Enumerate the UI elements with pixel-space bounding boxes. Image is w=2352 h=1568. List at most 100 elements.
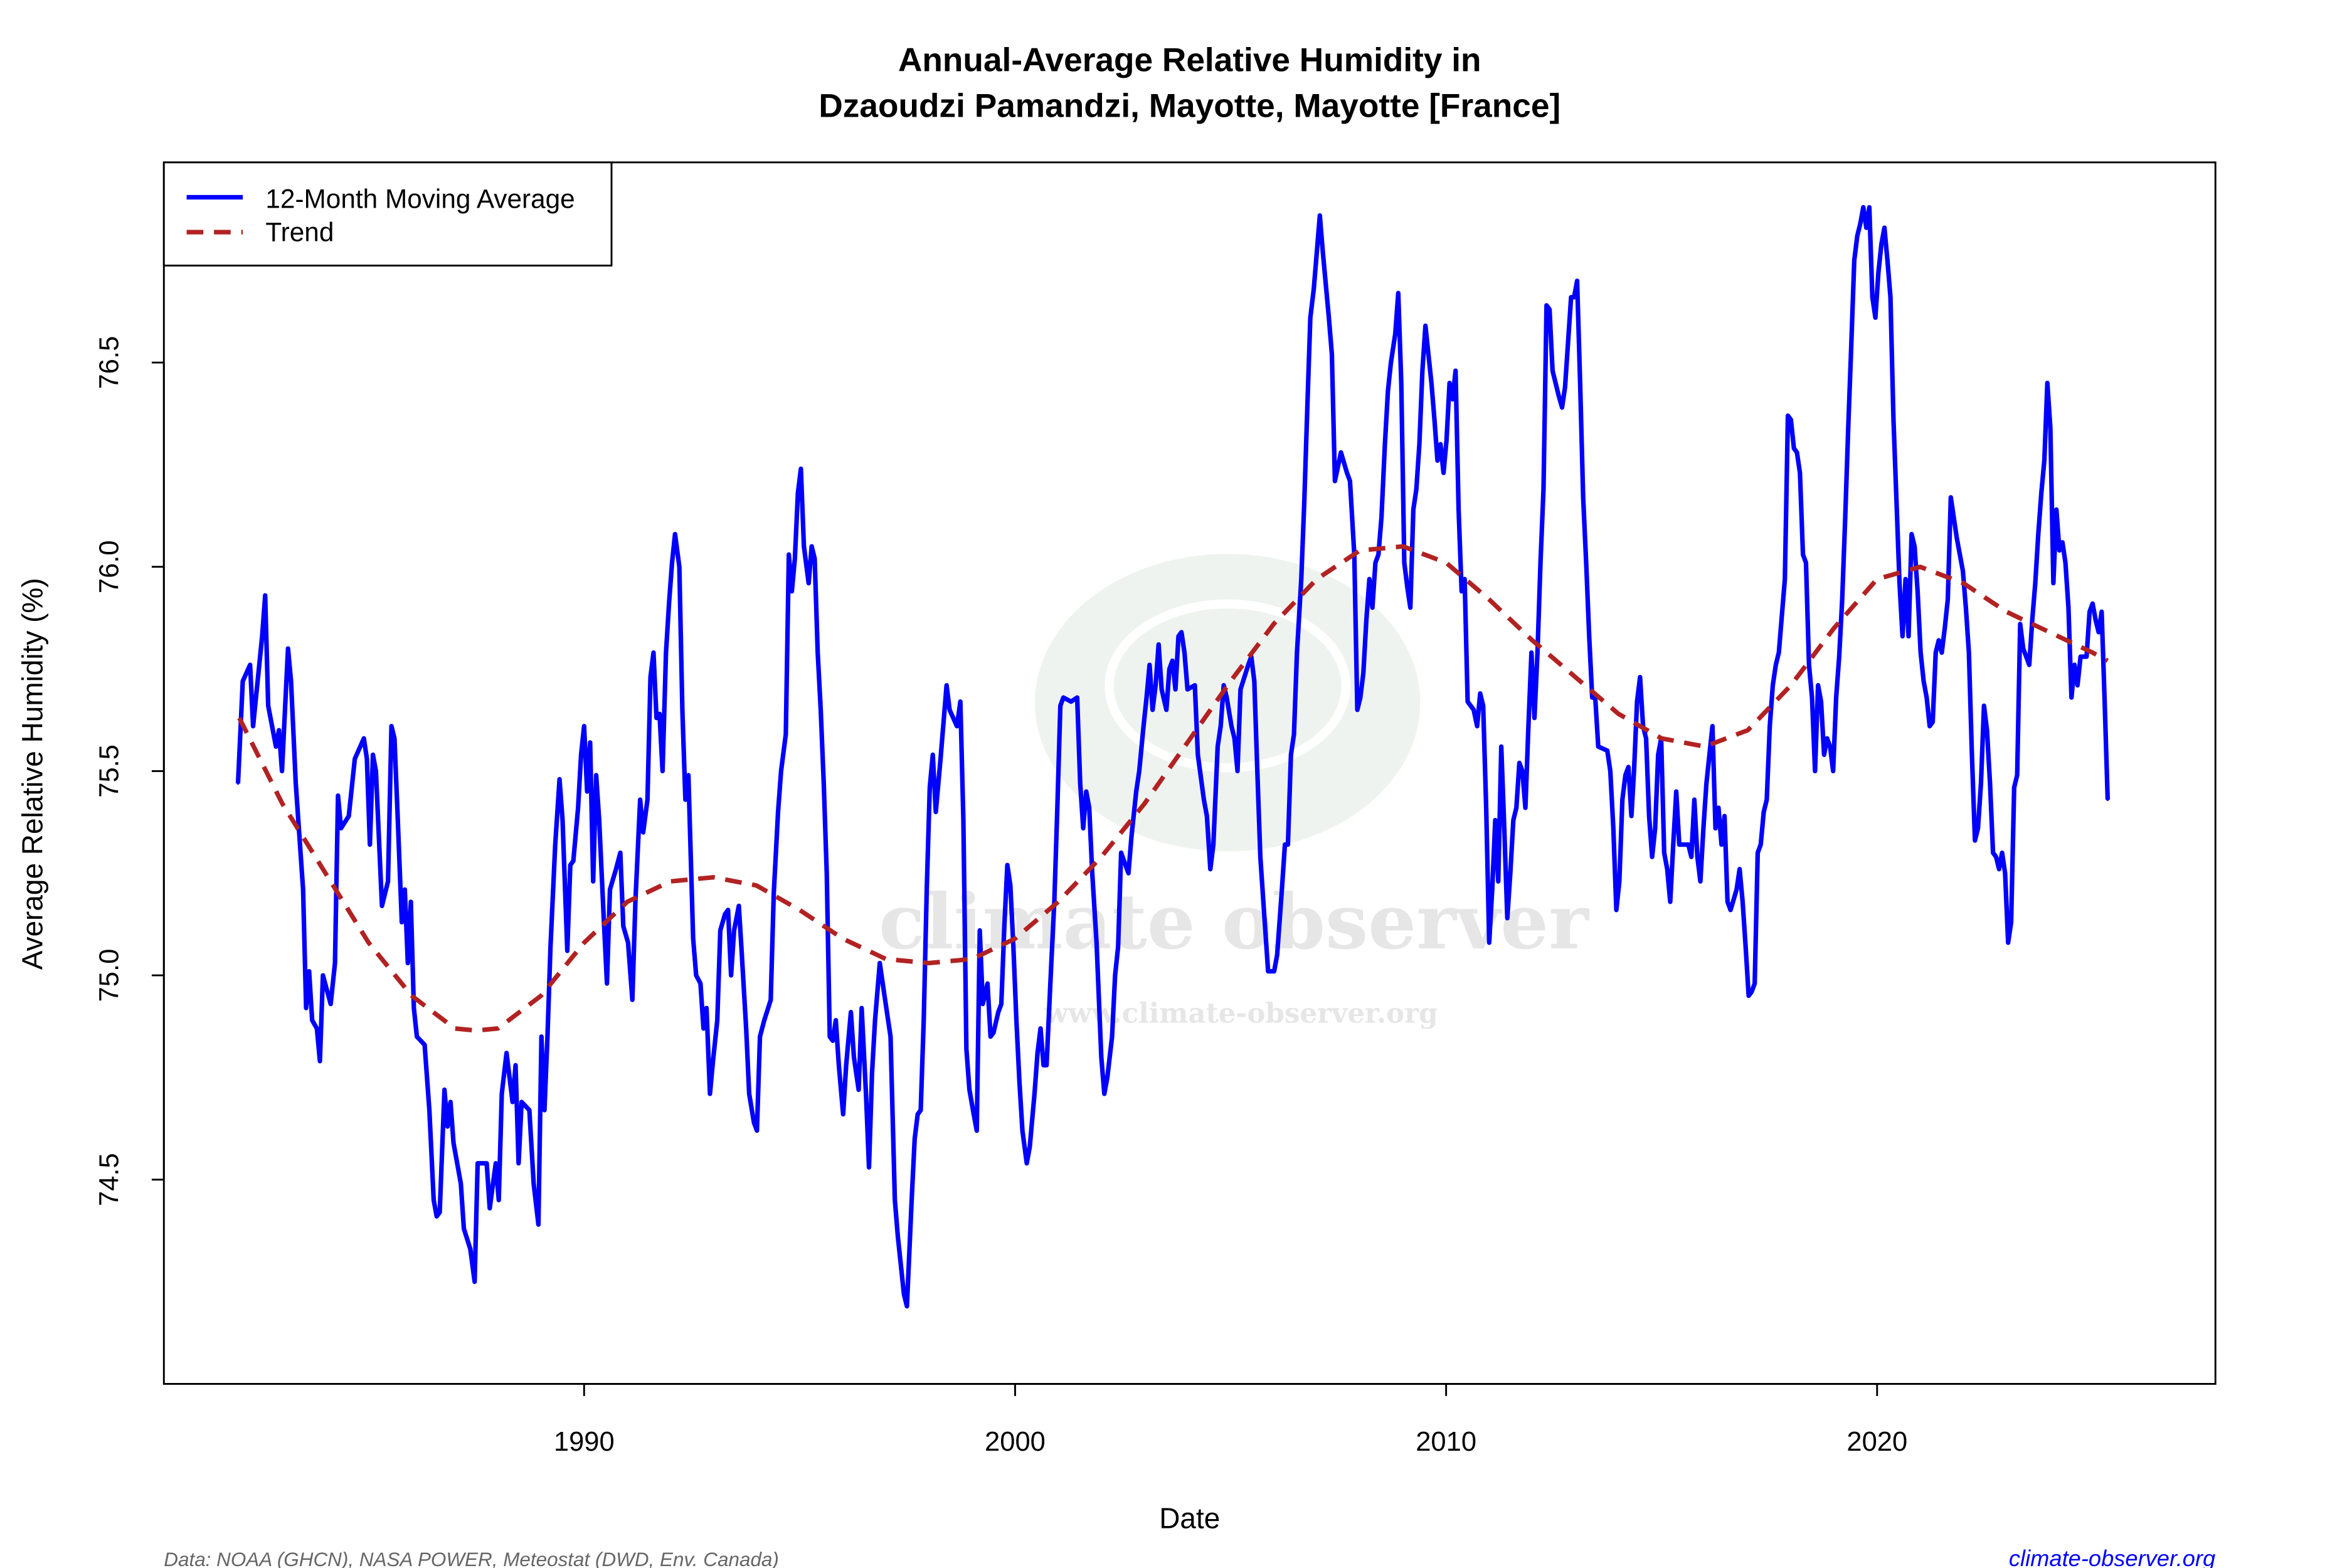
chart-title-line-2: Dzaoudzi Pamandzi, Mayotte, Mayotte [Fra… xyxy=(818,87,1560,124)
data-point xyxy=(965,1047,968,1051)
data-point xyxy=(1160,687,1163,691)
data-point xyxy=(1968,651,1971,654)
data-point xyxy=(1801,553,1804,556)
data-point xyxy=(1846,426,1850,430)
data-point xyxy=(1901,635,1904,638)
data-point xyxy=(1825,737,1829,740)
data-point xyxy=(277,729,280,732)
data-point xyxy=(543,1108,546,1112)
data-point xyxy=(1493,818,1497,822)
data-point xyxy=(878,961,881,965)
data-point xyxy=(1560,406,1564,409)
data-point xyxy=(1463,578,1466,581)
data-point xyxy=(423,1043,426,1047)
data-point xyxy=(2013,786,2016,789)
data-point xyxy=(2058,549,2061,552)
data-point xyxy=(1239,687,1242,691)
data-point xyxy=(1394,332,1397,336)
data-point xyxy=(1003,924,1006,928)
data-point xyxy=(1584,561,1588,564)
data-point xyxy=(1442,471,1445,475)
data-point xyxy=(1783,578,1786,581)
data-point xyxy=(922,1019,925,1022)
data-point xyxy=(842,1113,845,1116)
data-point xyxy=(1618,880,1621,883)
data-point xyxy=(1979,781,1983,785)
data-point xyxy=(975,1129,978,1132)
data-point xyxy=(339,827,342,830)
data-point xyxy=(1720,843,1723,846)
data-point xyxy=(1106,1076,1109,1079)
data-point xyxy=(1084,790,1088,793)
data-point xyxy=(1629,814,1633,818)
data-point xyxy=(687,773,690,777)
data-point xyxy=(252,724,255,728)
data-point xyxy=(1280,888,1283,891)
data-point xyxy=(1481,704,1485,707)
data-point xyxy=(1955,536,1959,540)
data-point xyxy=(1557,393,1560,397)
data-point xyxy=(873,1019,877,1022)
data-point xyxy=(867,1166,871,1169)
data-point xyxy=(520,1100,523,1104)
data-point xyxy=(1569,295,1573,299)
data-point xyxy=(939,757,942,761)
y-tick-label: 74.5 xyxy=(95,1153,125,1206)
data-point xyxy=(1877,271,1880,274)
data-point xyxy=(1490,888,1494,891)
data-point xyxy=(1835,696,1838,699)
data-point xyxy=(2003,872,2007,875)
data-point xyxy=(1475,724,1479,728)
chart-title-line-1: Annual-Average Relative Humidity in xyxy=(898,42,1481,79)
data-point xyxy=(1225,696,1229,699)
data-point xyxy=(883,994,886,997)
data-point xyxy=(1671,843,1675,846)
data-point xyxy=(1934,651,1937,654)
data-point xyxy=(1033,1092,1036,1096)
data-point xyxy=(1804,561,1808,564)
data-point xyxy=(362,737,366,740)
data-point xyxy=(537,1223,540,1226)
data-point xyxy=(813,557,817,560)
data-point xyxy=(1738,867,1741,871)
data-point xyxy=(948,708,951,711)
data-point xyxy=(1103,1092,1106,1096)
data-point xyxy=(1904,578,1907,581)
data-point xyxy=(2094,618,2097,622)
data-point xyxy=(2097,630,2100,634)
data-point xyxy=(1687,843,1690,846)
data-point xyxy=(928,786,931,789)
data-point xyxy=(1518,761,1521,765)
data-point xyxy=(1151,708,1154,711)
data-point xyxy=(758,1035,761,1038)
data-point xyxy=(997,1010,1000,1014)
data-point xyxy=(428,1108,431,1112)
data-point xyxy=(580,753,583,756)
data-point xyxy=(1015,1019,1018,1022)
data-point xyxy=(400,921,403,924)
data-point xyxy=(1614,908,1618,912)
data-point xyxy=(658,712,661,716)
data-point xyxy=(1714,827,1717,830)
data-point xyxy=(1478,692,1482,695)
data-point xyxy=(2073,663,2076,667)
data-point xyxy=(1627,765,1630,769)
data-point xyxy=(1028,1145,1031,1148)
data-point xyxy=(2088,610,2091,613)
data-point xyxy=(860,1007,864,1010)
data-point xyxy=(871,1072,874,1075)
data-point xyxy=(1283,843,1286,846)
data-point xyxy=(844,1064,848,1067)
data-point xyxy=(1868,206,1871,209)
data-point xyxy=(896,1235,899,1239)
data-point xyxy=(1433,418,1436,421)
data-point xyxy=(978,929,982,932)
data-point xyxy=(588,741,592,744)
data-point xyxy=(1362,671,1365,675)
data-point xyxy=(1638,675,1642,679)
data-point xyxy=(905,1305,909,1308)
data-point xyxy=(598,818,601,822)
data-point xyxy=(371,753,374,756)
data-point xyxy=(1400,381,1403,384)
footer-site-link[interactable]: climate-observer.org xyxy=(2009,1545,2215,1568)
